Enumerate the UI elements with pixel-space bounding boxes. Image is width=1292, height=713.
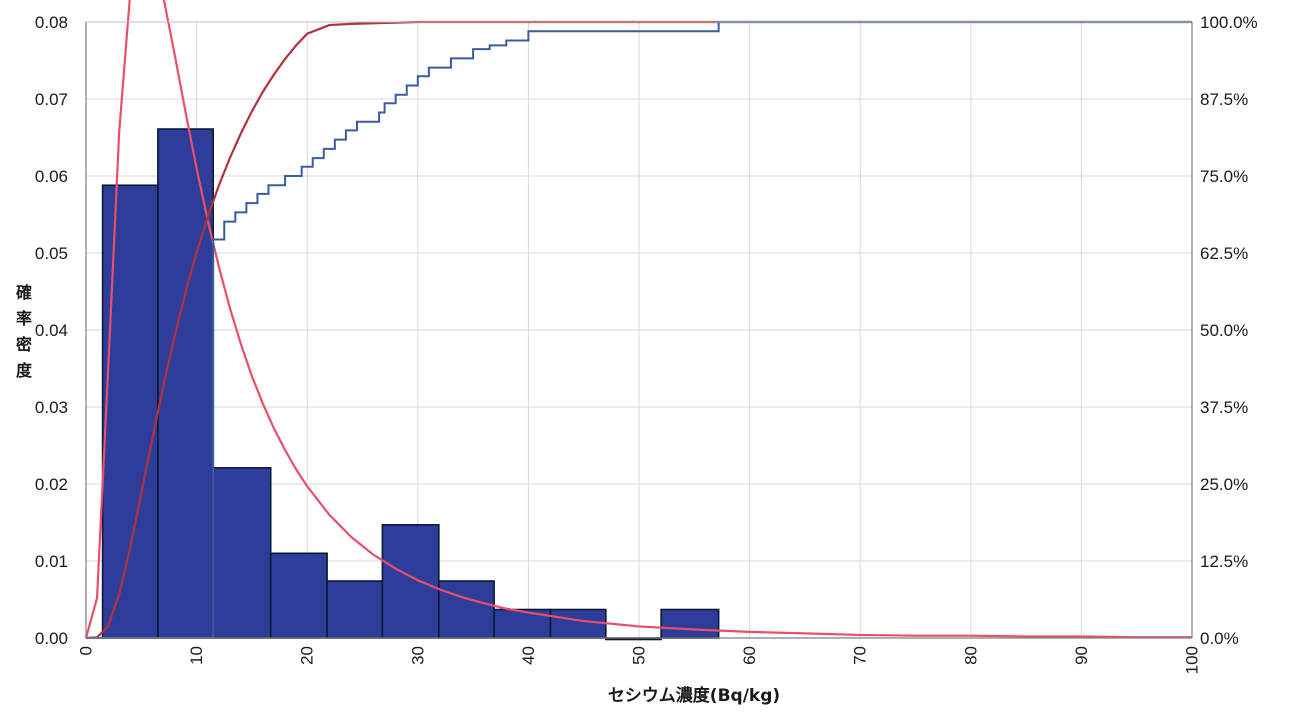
x-tick-label: 10: [187, 646, 206, 665]
histogram-bar: [438, 580, 495, 639]
y2-tick-label: 75.0%: [1200, 167, 1248, 186]
y-tick-label: 0.08: [35, 13, 68, 32]
histogram-bar: [549, 608, 607, 639]
y2-tick-label: 25.0%: [1200, 475, 1248, 494]
series-line-empirical-cdf: [86, 21, 1192, 639]
x-tick-label: 20: [298, 646, 317, 665]
y-tick-label: 0.04: [35, 321, 68, 340]
x-tick-label: 30: [408, 646, 427, 665]
y-tick-label: 0.07: [35, 90, 68, 109]
x-tick-label: 50: [630, 646, 649, 665]
x-tick-label: 70: [851, 646, 870, 665]
y-tick-label: 0.00: [35, 629, 68, 648]
y-tick-label: 0.03: [35, 398, 68, 417]
y2-tick-label: 12.5%: [1200, 552, 1248, 571]
histogram-bar: [381, 524, 440, 639]
y-tick-label: 0.02: [35, 475, 68, 494]
histogram-bar: [660, 608, 720, 639]
y-axis-label-char: 度: [16, 361, 33, 380]
y-tick-label: 0.01: [35, 552, 68, 571]
y2-tick-label: 100.0%: [1200, 13, 1258, 32]
y-tick-labels: 0.00 0.01 0.02 0.03 0.04 0.05 0.06 0.07 0.08: [35, 13, 68, 648]
x-tick-label: 0: [77, 646, 96, 655]
y2-tick-label: 37.5%: [1200, 398, 1248, 417]
histogram-bars: [101, 128, 720, 641]
y-tick-label: 0.06: [35, 167, 68, 186]
y2-tick-label: 62.5%: [1200, 244, 1248, 263]
x-tick-label: 90: [1072, 646, 1091, 665]
x-tick-label: 100: [1183, 646, 1202, 674]
y-axis-label-char: 率: [16, 309, 32, 328]
series-line-pdf: [84, 0, 1192, 639]
y2-tick-label: 50.0%: [1200, 321, 1248, 340]
y2-tick-labels: 0.0% 12.5% 25.0% 37.5% 50.0% 62.5% 75.0% 87.5% 1…: [1200, 13, 1258, 648]
x-tick-label: 60: [740, 646, 759, 665]
x-tick-label: 40: [519, 646, 538, 665]
histogram-bar: [326, 580, 384, 639]
y2-tick-label: 87.5%: [1200, 90, 1248, 109]
axes: [85, 21, 1193, 639]
y-axis-label-char: 確: [16, 283, 32, 302]
histogram-bar: [157, 128, 214, 639]
histogram-bar: [212, 467, 272, 639]
x-tick-labels: 0 10 20 30 40 50 60 70 80 90 100: [77, 646, 1202, 674]
histogram-bar: [269, 552, 328, 639]
y-tick-label: 0.05: [35, 244, 68, 263]
x-tick-label: 80: [961, 646, 980, 665]
y-axis-label-char: 密: [15, 335, 32, 354]
x-axis-label: セシウム濃度(Bq/kg): [608, 685, 780, 706]
y2-tick-label: 0.0%: [1200, 629, 1239, 648]
histogram-bar: [101, 184, 159, 639]
